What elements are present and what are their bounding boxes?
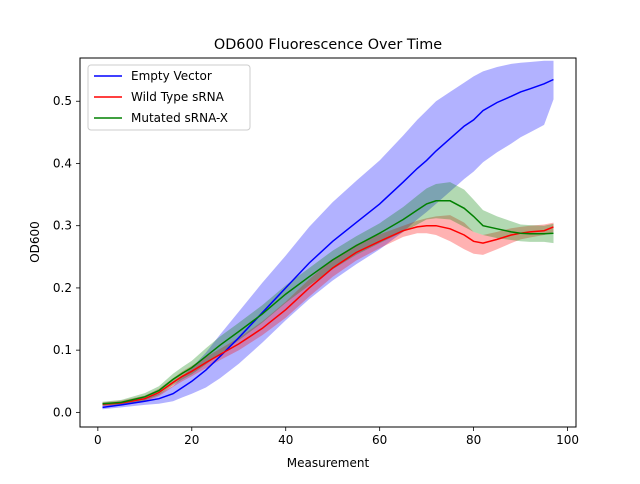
wild-type-srna-line [102, 224, 554, 406]
wild-type-srna-confidence-band [102, 215, 554, 407]
axes-frame [79, 57, 577, 428]
empty-vector-line [102, 78, 554, 409]
legend-label-mutated-srna-x: Mutated sRNA-X [131, 111, 228, 125]
y-tick-label: 0.2 [53, 281, 72, 295]
x-tick-label: 40 [278, 433, 293, 447]
legend-label-wild-type-srna: Wild Type sRNA [131, 90, 225, 104]
y-tick-label: 0.1 [53, 343, 72, 357]
x-tick-label: 0 [94, 433, 102, 447]
x-tick-label: 80 [466, 433, 481, 447]
legend: Empty Vector Wild Type sRNA Mutated sRNA-X [87, 64, 251, 131]
x-tick-label: 60 [372, 433, 387, 447]
x-tick-label: 20 [184, 433, 199, 447]
y-tick-label: 0.3 [53, 219, 72, 233]
legend-label-empty-vector: Empty Vector [131, 69, 212, 83]
chart-title: OD600 Fluorescence Over Time [214, 37, 442, 53]
empty-vector-confidence-band [102, 60, 554, 410]
y-tick-label: 0.5 [53, 94, 72, 108]
x-tick-label: 100 [556, 433, 579, 447]
legend-box [87, 64, 251, 131]
axis-ticks: 0 20 40 60 80 100 0.0 0.1 0.2 0.3 0.4 0.5 [53, 94, 579, 447]
y-tick-label: 0.4 [53, 156, 72, 170]
y-axis-label: OD600 [28, 221, 42, 263]
plot-area [102, 60, 554, 410]
x-axis-label: Measurement [287, 456, 370, 470]
y-tick-label: 0.0 [53, 405, 72, 419]
mutated-srna-x-line [102, 200, 554, 405]
